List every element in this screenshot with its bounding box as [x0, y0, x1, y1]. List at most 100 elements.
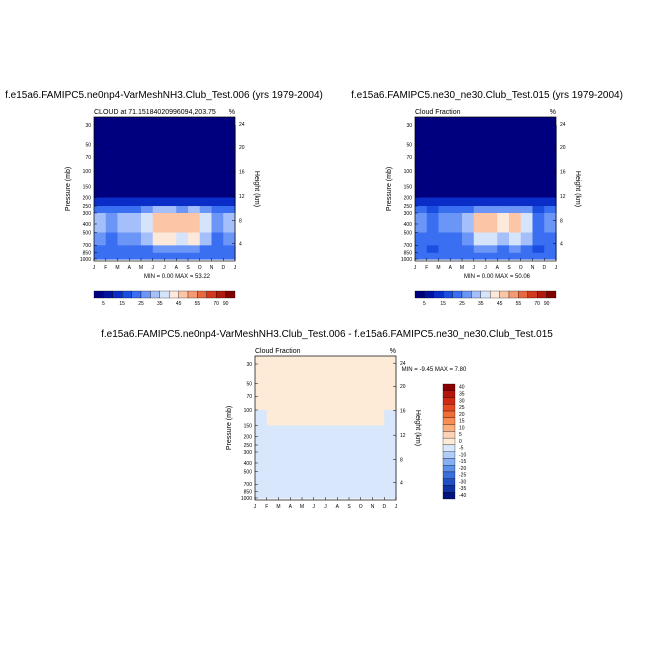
x-tick-label: M — [300, 504, 304, 510]
contour-cell — [302, 364, 315, 385]
x-tick-label: J — [152, 265, 155, 271]
contour-cell — [544, 212, 557, 225]
y-tick-label-right: 12 — [560, 194, 566, 200]
contour-cell — [372, 383, 385, 397]
contour-cell — [152, 186, 166, 199]
contour-cell — [372, 451, 385, 464]
contour-cell — [384, 471, 397, 485]
y-tick-label-right: 16 — [560, 170, 566, 176]
contour-cell — [266, 451, 280, 464]
contour-cell — [117, 223, 130, 234]
contour-cell — [415, 157, 428, 172]
contour-cell — [438, 223, 451, 234]
contour-cell — [117, 186, 130, 199]
contour-cell — [485, 252, 498, 260]
x-tick-label: N — [531, 265, 535, 271]
colorbar-label: 70 — [213, 301, 219, 307]
contour-cell — [325, 410, 338, 427]
contour-cell — [211, 245, 224, 254]
y-tick-label-left: 300 — [404, 211, 413, 217]
contour-cell — [199, 144, 213, 158]
contour-cell — [372, 425, 385, 438]
contour-cell — [349, 425, 362, 438]
y-tick-label-left: 400 — [83, 222, 92, 228]
contour-cell — [164, 232, 177, 246]
min-max-stats: MIN = -9.45 MAX = 7.80 — [402, 367, 467, 373]
x-tick-label: J — [93, 265, 96, 271]
contour-cell — [544, 206, 557, 214]
x-tick-label: N — [210, 265, 214, 271]
contour-cell — [426, 212, 440, 225]
y-tick-label-left: 100 — [83, 169, 92, 175]
x-tick-label: J — [484, 265, 487, 271]
contour-cell — [105, 212, 119, 225]
contour-cell — [129, 245, 142, 254]
contour-cell — [255, 364, 268, 385]
y-tick-label-left: 850 — [244, 490, 253, 496]
x-tick-label: A — [128, 265, 132, 271]
contour-cell — [188, 232, 201, 246]
y-tick-label-left: 250 — [244, 443, 253, 449]
contour-cell — [278, 484, 291, 493]
contour-cell — [337, 445, 350, 453]
contour-cell — [337, 471, 350, 485]
contour-cell — [211, 186, 224, 199]
contour-cell — [462, 206, 475, 214]
y-tick-label-left: 1000 — [241, 496, 252, 502]
contour-cell — [426, 223, 440, 234]
colorbar-swatch — [442, 417, 456, 425]
contour-cell — [438, 252, 451, 260]
x-tick-label: J — [395, 504, 398, 510]
x-tick-label: F — [425, 265, 428, 271]
contour-cell — [509, 186, 522, 199]
contour-cell — [223, 144, 236, 158]
colorbar-swatch — [442, 424, 456, 432]
colorbar-swatch — [442, 404, 456, 412]
contour-cell — [223, 125, 236, 146]
contour-cell — [462, 157, 475, 172]
contour-cell — [497, 171, 510, 188]
contour-cell — [497, 157, 510, 172]
contour-cell — [520, 186, 534, 199]
contour-cell — [278, 364, 291, 385]
y-tick-label-left: 100 — [404, 169, 413, 175]
contour-cell — [462, 245, 475, 254]
y-axis-label-left: Pressure (mb) — [226, 406, 233, 450]
contour-cell — [384, 451, 397, 464]
contour-cell — [223, 245, 236, 254]
contour-cell — [520, 171, 534, 188]
contour-cell — [141, 206, 154, 214]
contour-cell — [325, 436, 338, 446]
contour-cell — [152, 223, 166, 234]
contour-cell — [349, 436, 362, 446]
y-tick-label-left: 200 — [404, 195, 413, 201]
contour-cell — [141, 252, 154, 260]
contour-cell — [313, 410, 327, 427]
colorbar-label: 55 — [195, 301, 201, 307]
contour-cell — [176, 252, 189, 260]
contour-cell — [290, 383, 303, 397]
contour-cell — [462, 171, 475, 188]
colorbar-label: 90 — [223, 301, 229, 307]
contour-cell — [462, 232, 475, 246]
contour-cell — [313, 451, 327, 464]
contour-cell — [372, 462, 385, 473]
contour-cell — [141, 223, 154, 234]
contour-cell — [415, 232, 428, 246]
contour-cell — [176, 223, 189, 234]
contour-cell — [485, 245, 498, 254]
contour-cell — [450, 186, 463, 199]
contour-cell — [105, 252, 119, 260]
contour-cell — [426, 157, 440, 172]
y-tick-label-left: 850 — [404, 251, 413, 257]
contour-cell — [426, 245, 440, 254]
x-tick-label: S — [186, 265, 190, 271]
colorbar-swatch — [206, 290, 217, 299]
y-tick-label-left: 400 — [404, 222, 413, 228]
contour-cell — [532, 212, 545, 225]
y-tick-label-left: 50 — [85, 142, 91, 148]
contour-cell — [164, 186, 177, 199]
contour-cell — [450, 157, 463, 172]
colorbar-label: 25 — [138, 301, 144, 307]
x-tick-label: D — [382, 504, 386, 510]
